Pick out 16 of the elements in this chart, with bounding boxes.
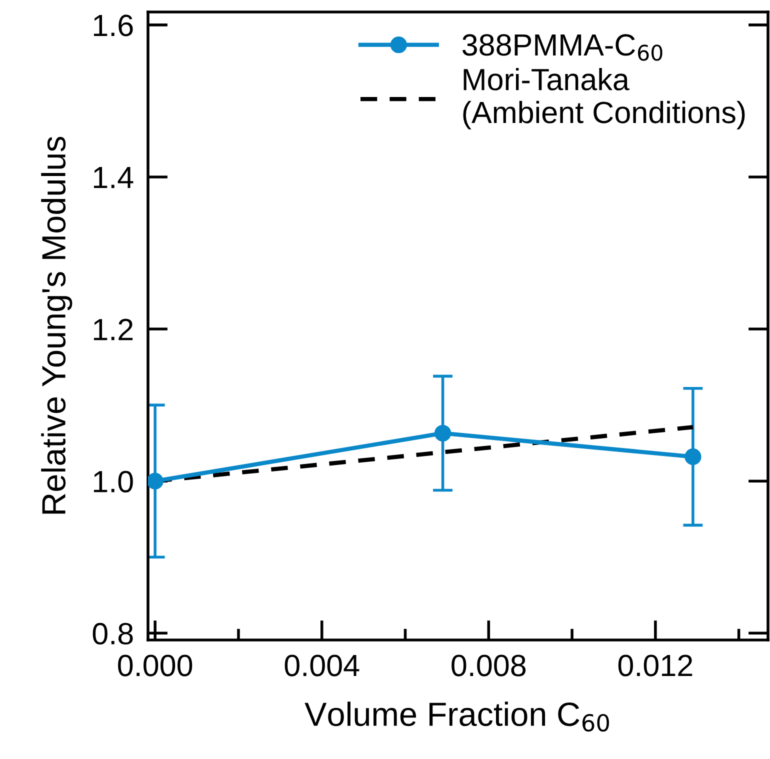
y-tick-label: 1.6 [94, 14, 133, 36]
legend-label: 388PMMA-C$_{60}$ [462, 34, 662, 61]
point [148, 472, 164, 490]
y-axis-title: Relative Young's Modulus [41, 136, 72, 514]
y-tick-label: 0.8 [92, 622, 133, 645]
x-tick-label: 0.012 [618, 654, 692, 676]
point [434, 424, 452, 442]
y-tick-label: 1.4 [94, 167, 134, 188]
point [684, 448, 702, 466]
y-tick-label: 1.2 [94, 318, 133, 340]
x-tick-label: 0.000 [118, 654, 192, 676]
legend-label: Mori-Tanaka (Ambient Conditions) [463, 68, 745, 130]
x-axis-title: Volume Fraction C$_{60}$ [304, 702, 609, 732]
y-tick-label: 1.0 [94, 470, 133, 492]
x-tick-label: 0.004 [284, 654, 360, 676]
x-tick-label: 0.008 [452, 654, 526, 676]
